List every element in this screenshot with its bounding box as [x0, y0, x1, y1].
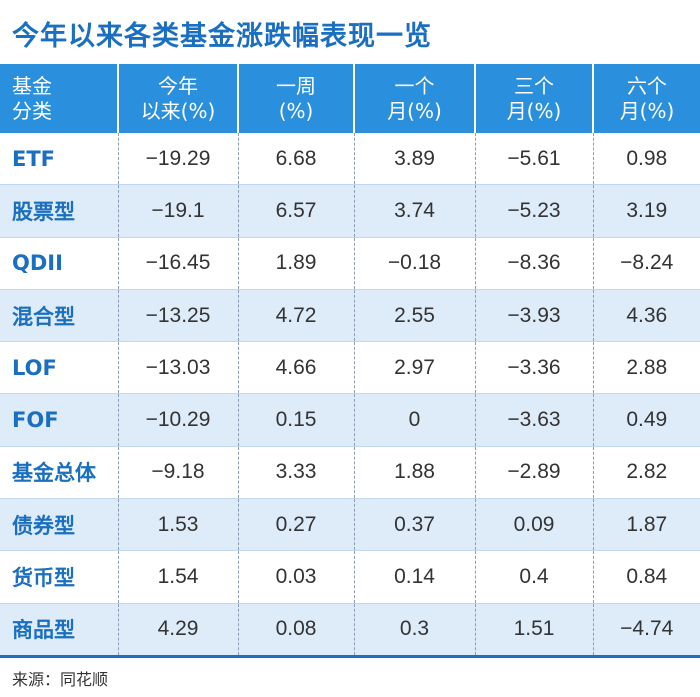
value-cell: 0.4 — [474, 550, 593, 604]
value-cell: −3.36 — [474, 341, 593, 394]
value-cell: −8.24 — [592, 237, 700, 290]
category-cell: LOF — [0, 341, 118, 394]
column-header-line2: 月(%) — [619, 98, 675, 123]
value-cell: −10.29 — [117, 393, 238, 447]
fund-performance-table: 基金 分类 今年 以来(%) 一周 (%) 一个 月(%) 三个 月(%) 六个… — [0, 64, 700, 658]
category-cell: 商品型 — [0, 603, 118, 657]
value-cell: 1.88 — [353, 446, 475, 499]
column-header-line2: 月(%) — [387, 98, 442, 123]
value-cell: 1.51 — [474, 603, 593, 657]
value-cell: 4.72 — [237, 289, 354, 342]
table-row: 混合型 −13.25 4.72 2.55 −3.93 4.36 — [0, 289, 700, 342]
table-row: LOF −13.03 4.66 2.97 −3.36 2.88 — [0, 341, 700, 394]
column-header-line1: 一个 — [394, 73, 435, 98]
table-row: ETF −19.29 6.68 3.89 −5.61 0.98 — [0, 133, 700, 185]
column-header-line2: 以来(%) — [140, 98, 216, 123]
value-cell: 2.88 — [592, 341, 700, 394]
value-cell: 2.97 — [353, 341, 475, 394]
value-cell: 6.57 — [237, 184, 354, 238]
header-row: 基金 分类 今年 以来(%) 一周 (%) 一个 月(%) 三个 月(%) 六个… — [0, 64, 700, 133]
category-cell: ETF — [0, 133, 118, 185]
column-header-line1: 今年 — [158, 73, 198, 98]
value-cell: 3.74 — [353, 184, 475, 238]
table-row: 股票型 −19.1 6.57 3.74 −5.23 3.19 — [0, 184, 700, 238]
value-cell: 0.49 — [592, 393, 700, 447]
value-cell: 2.82 — [592, 446, 700, 499]
table-body: ETF −19.29 6.68 3.89 −5.61 0.98 股票型 −19.1 6.57 3.… — [0, 133, 700, 657]
value-cell: −3.63 — [474, 393, 593, 447]
column-header-line2: (%) — [278, 98, 314, 123]
value-cell: −9.18 — [117, 446, 238, 499]
value-cell: −5.61 — [474, 133, 593, 185]
table-row: FOF −10.29 0.15 0 −3.63 0.49 — [0, 393, 700, 447]
value-cell: 1.87 — [592, 498, 700, 551]
column-header-line1: 一周 — [276, 73, 316, 98]
value-cell: 3.89 — [353, 133, 475, 185]
value-cell: 1.53 — [117, 498, 238, 551]
column-header-line1: 六个 — [627, 73, 667, 98]
value-cell: 3.33 — [237, 446, 354, 499]
value-cell: −19.29 — [117, 133, 238, 185]
value-cell: −2.89 — [474, 446, 593, 499]
column-header: 一个 月(%) — [353, 64, 475, 133]
category-cell: 基金总体 — [0, 446, 118, 499]
category-cell: 债券型 — [0, 498, 118, 551]
column-header-line2: 月(%) — [506, 98, 562, 123]
value-cell: 0.15 — [237, 393, 354, 447]
value-cell: 0.37 — [353, 498, 475, 551]
value-cell: −8.36 — [474, 237, 593, 290]
value-cell: 0.03 — [237, 550, 354, 604]
value-cell: 1.89 — [237, 237, 354, 290]
table-row: 基金总体 −9.18 3.33 1.88 −2.89 2.82 — [0, 446, 700, 499]
value-cell: −0.18 — [353, 237, 475, 290]
column-header-line1: 基金 — [12, 73, 52, 98]
column-header: 基金 分类 — [0, 64, 118, 133]
value-cell: 1.54 — [117, 550, 238, 604]
value-cell: 0.27 — [237, 498, 354, 551]
value-cell: −5.23 — [474, 184, 593, 238]
column-header: 三个 月(%) — [474, 64, 593, 133]
value-cell: 0.09 — [474, 498, 593, 551]
column-header-line1: 三个 — [514, 73, 554, 98]
value-cell: 2.55 — [353, 289, 475, 342]
source-note: 来源：同花顺 — [12, 670, 109, 689]
value-cell: 0.08 — [237, 603, 354, 657]
table-row: 货币型 1.54 0.03 0.14 0.4 0.84 — [0, 550, 700, 604]
value-cell: −13.25 — [117, 289, 238, 342]
value-cell: 4.36 — [592, 289, 700, 342]
page-title: 今年以来各类基金涨跌幅表现一览 — [12, 21, 432, 52]
column-header-line2: 分类 — [12, 98, 52, 123]
value-cell: 0.14 — [353, 550, 475, 604]
value-cell: 4.66 — [237, 341, 354, 394]
value-cell: 0.98 — [592, 133, 700, 185]
category-cell: 股票型 — [0, 184, 118, 238]
value-cell: −19.1 — [117, 184, 238, 238]
column-header: 六个 月(%) — [592, 64, 700, 133]
category-cell: 货币型 — [0, 550, 118, 604]
value-cell: 0.84 — [592, 550, 700, 604]
value-cell: 6.68 — [237, 133, 354, 185]
category-cell: 混合型 — [0, 289, 118, 342]
column-header: 一周 (%) — [237, 64, 354, 133]
value-cell: −13.03 — [117, 341, 238, 394]
category-cell: QDII — [0, 237, 118, 290]
value-cell: 4.29 — [117, 603, 238, 657]
table-row: 债券型 1.53 0.27 0.37 0.09 1.87 — [0, 498, 700, 551]
table-row: QDII −16.45 1.89 −0.18 −8.36 −8.24 — [0, 237, 700, 290]
value-cell: 0 — [353, 393, 475, 447]
value-cell: 3.19 — [592, 184, 700, 238]
table-row: 商品型 4.29 0.08 0.3 1.51 −4.74 — [0, 603, 700, 657]
column-header: 今年 以来(%) — [117, 64, 238, 133]
category-cell: FOF — [0, 393, 118, 447]
value-cell: −16.45 — [117, 237, 238, 290]
value-cell: −4.74 — [592, 603, 700, 657]
value-cell: 0.3 — [353, 603, 475, 657]
value-cell: −3.93 — [474, 289, 593, 342]
